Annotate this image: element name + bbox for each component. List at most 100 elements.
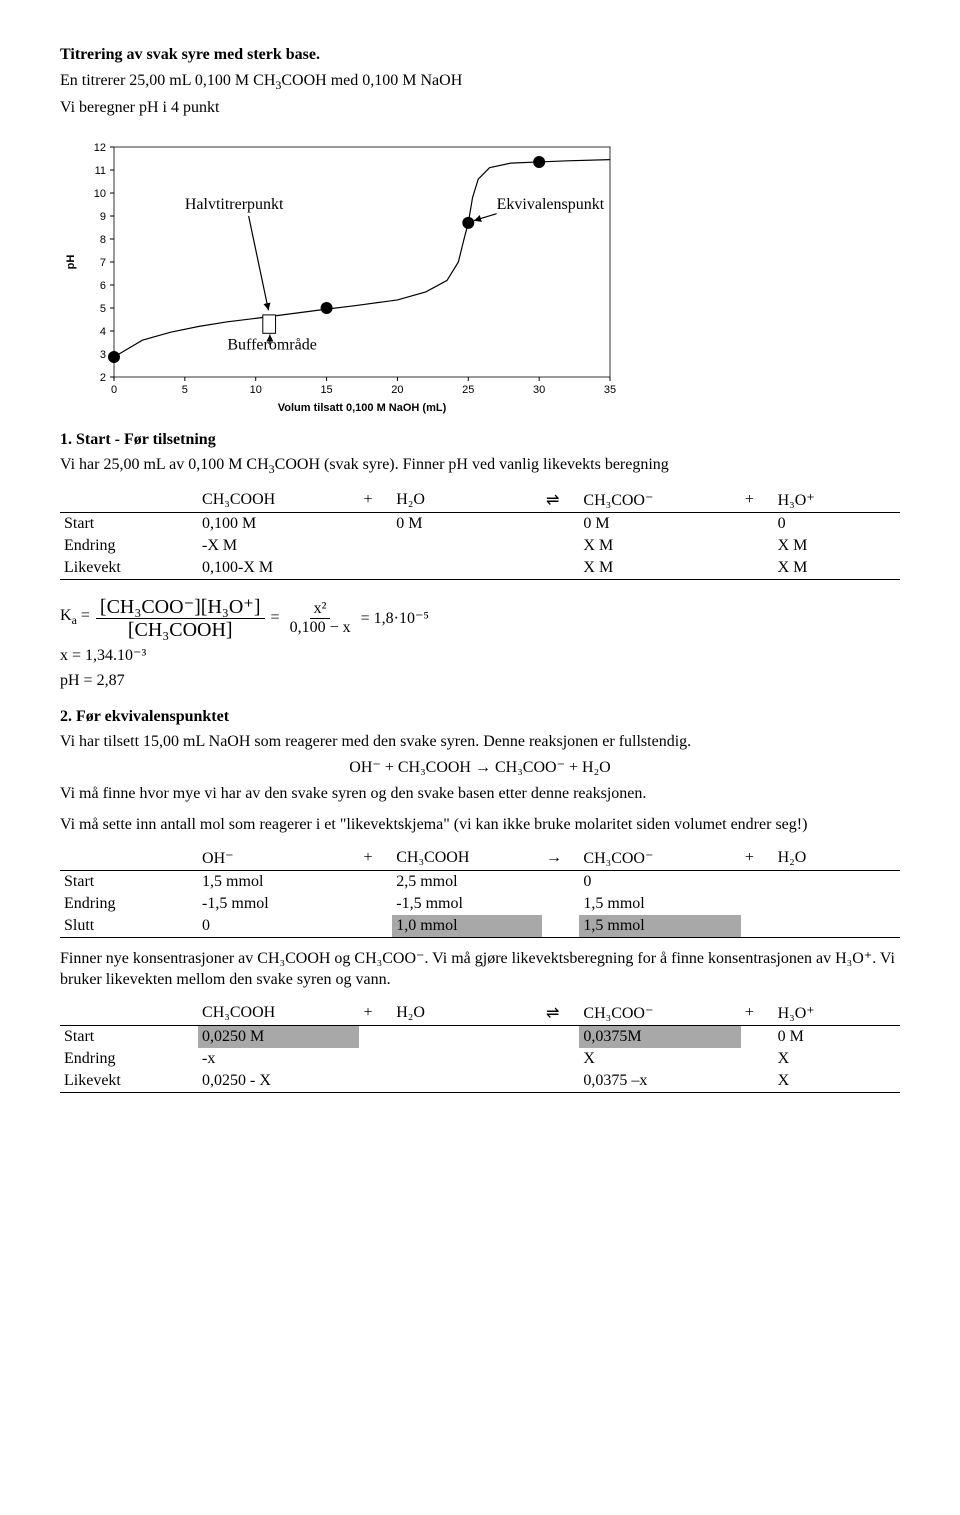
frac2-den: 0,100 − x: [286, 619, 355, 637]
table-cell: Endring: [60, 1048, 198, 1070]
table-cell: X M: [774, 557, 900, 580]
titration-chart: 0510152025303523456789101112Volum tilsat…: [60, 137, 900, 417]
table-header-cell: [60, 846, 198, 871]
table-cell: X M: [774, 535, 900, 557]
table-cell: Slutt: [60, 915, 198, 938]
table-header-cell: H₂O: [774, 846, 900, 871]
table-cell: [392, 1070, 542, 1093]
table-cell: [741, 870, 774, 893]
table-header-cell: [60, 1001, 198, 1026]
svg-text:20: 20: [391, 384, 403, 396]
table-header-cell: H₂O: [392, 1001, 542, 1026]
table-header-cell: +: [359, 1001, 392, 1026]
table-cell: [392, 535, 542, 557]
frac-1: [CH₃COO⁻][H₃O⁺] [CH₃COOH]: [96, 596, 265, 641]
eqn1-x: x = 1,34.10⁻³: [60, 645, 900, 667]
sec2-line1: Vi har tilsett 15,00 mL NaOH som reagere…: [60, 731, 900, 753]
svg-text:6: 6: [100, 280, 106, 292]
ka-lhs: Ka =: [60, 607, 90, 628]
sec2-heading: 2. Før ekvivalenspunktet: [60, 706, 900, 728]
svg-text:11: 11: [95, 165, 106, 177]
table-header-cell: [60, 488, 198, 513]
table-cell: [774, 915, 900, 938]
table-header-cell: +: [359, 846, 392, 871]
sec1-num: 1.: [60, 431, 72, 448]
eqn1-ph: pH = 2,87: [60, 670, 900, 692]
sec2-title: Før ekvivalenspunktet: [76, 708, 229, 725]
ice-table-2: OH⁻+CH₃COOH→CH₃COO⁻+H₂OStart1,5 mmol2,5 …: [60, 846, 900, 938]
table-cell: -x: [198, 1048, 359, 1070]
sec2-reaction: OH⁻ + CH₃COOH → CH₃COO⁻ + H₂O: [60, 757, 900, 779]
table-cell: X: [774, 1048, 900, 1070]
sec1-l1b: COOH (svak syre). Finner pH ved vanlig l…: [275, 456, 669, 473]
svg-text:3: 3: [100, 349, 106, 361]
sec1-line1: Vi har 25,00 mL av 0,100 M CH3COOH (svak…: [60, 454, 900, 477]
table-cell: [542, 1048, 579, 1070]
table-header-cell: +: [359, 488, 392, 513]
sec2-line3: Vi må sette inn antall mol som reagerer …: [60, 814, 900, 836]
table-cell: [774, 870, 900, 893]
table-cell: -1,5 mmol: [392, 893, 542, 915]
table-cell: [741, 1070, 774, 1093]
table-cell: [359, 1048, 392, 1070]
svg-text:15: 15: [320, 384, 332, 396]
table-cell: X M: [579, 557, 740, 580]
table-header-cell: CH₃COOH: [198, 1001, 359, 1026]
table-cell: [542, 1025, 579, 1048]
frac1-num: [CH₃COO⁻][H₃O⁺]: [96, 596, 265, 619]
table-header-cell: OH⁻: [198, 846, 359, 871]
eq-sign-1: =: [271, 609, 280, 627]
table-header-cell: H₃O⁺: [774, 488, 900, 513]
table-cell: Start: [60, 1025, 198, 1048]
frac1-den: [CH₃COOH]: [124, 619, 237, 641]
svg-text:9: 9: [100, 211, 106, 223]
intro-1b: COOH med 0,100 M NaOH: [281, 72, 462, 89]
sec2-line2: Vi må finne hvor mye vi har av den svake…: [60, 783, 900, 805]
intro-line-2: Vi beregner pH i 4 punkt: [60, 97, 900, 119]
table-cell: [359, 1025, 392, 1048]
table-cell: [542, 893, 579, 915]
table-header-cell: CH₃COO⁻: [579, 1001, 740, 1026]
intro-1a: En titrerer 25,00 mL 0,100 M CH: [60, 72, 275, 89]
table-header-cell: CH₃COOH: [392, 846, 542, 871]
table-cell: [542, 512, 579, 535]
table-cell: 0,0375M: [579, 1025, 740, 1048]
svg-text:10: 10: [250, 384, 262, 396]
table-cell: Likevekt: [60, 1070, 198, 1093]
table-cell: 0: [198, 915, 359, 938]
table-cell: Endring: [60, 893, 198, 915]
svg-text:pH: pH: [65, 254, 77, 269]
table-cell: 0 M: [579, 512, 740, 535]
table-cell: [741, 557, 774, 580]
table-cell: X M: [579, 535, 740, 557]
table-cell: [359, 512, 392, 535]
svg-text:8: 8: [100, 234, 106, 246]
table-cell: 0,0375 –x: [579, 1070, 740, 1093]
table-cell: 0: [579, 870, 740, 893]
table-header-cell: CH₃COOH: [198, 488, 359, 513]
table-cell: 1,5 mmol: [579, 893, 740, 915]
table-cell: [741, 535, 774, 557]
ka-equation: Ka = [CH₃COO⁻][H₃O⁺] [CH₃COOH] = x² 0,10…: [60, 596, 900, 641]
sec1-heading: 1. Start - Før tilsetning: [60, 429, 900, 451]
svg-text:7: 7: [100, 257, 106, 269]
svg-text:12: 12: [94, 142, 106, 154]
table-cell: [741, 915, 774, 938]
table-cell: [774, 893, 900, 915]
table-cell: [542, 557, 579, 580]
table-cell: 0,0250 - X: [198, 1070, 359, 1093]
table-header-cell: ⇌: [542, 1001, 579, 1026]
ice-table-3: CH₃COOH+H₂O⇌CH₃COO⁻+H₃O⁺Start0,0250 M0,0…: [60, 1001, 900, 1093]
table-cell: X: [774, 1070, 900, 1093]
intro-line-1: En titrerer 25,00 mL 0,100 M CH3COOH med…: [60, 70, 900, 93]
table-cell: -1,5 mmol: [198, 893, 359, 915]
svg-text:Halvtitrerpunkt: Halvtitrerpunkt: [185, 196, 284, 213]
table-cell: -X M: [198, 535, 359, 557]
table-cell: Endring: [60, 535, 198, 557]
svg-text:30: 30: [533, 384, 545, 396]
svg-text:0: 0: [111, 384, 117, 396]
svg-text:35: 35: [604, 384, 616, 396]
table-cell: [741, 893, 774, 915]
table-cell: [359, 893, 392, 915]
table-cell: 1,5 mmol: [579, 915, 740, 938]
